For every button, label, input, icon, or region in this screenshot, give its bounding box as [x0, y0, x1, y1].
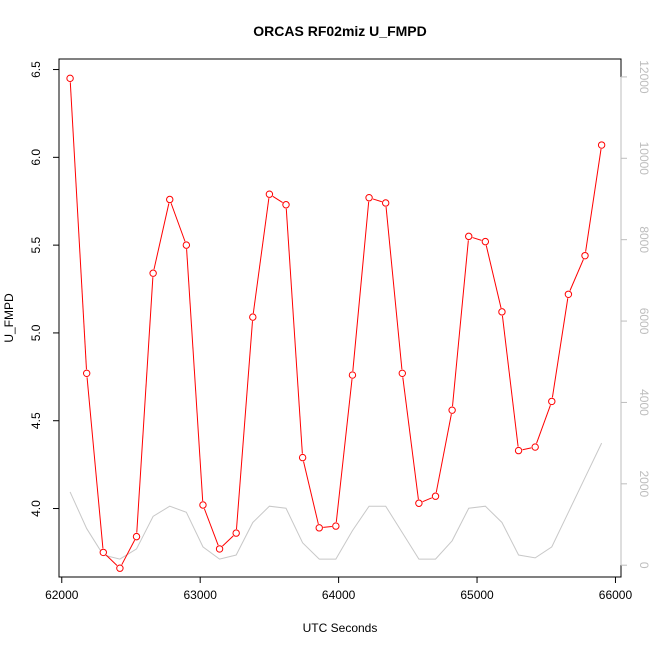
- series-segment: [522, 447, 532, 451]
- series-segment: [121, 539, 136, 565]
- y-tick-label: 5.5: [29, 236, 43, 253]
- data-point: [498, 308, 506, 316]
- x-axis: 62000 63000 64000 65000 66000: [45, 576, 633, 602]
- y-axis-label: U_FMPD: [2, 293, 16, 343]
- data-point: [448, 406, 456, 414]
- series-layer: [66, 74, 606, 572]
- data-point: [116, 564, 124, 572]
- x-tick-label: 62000: [45, 588, 79, 602]
- series-segment: [402, 377, 419, 500]
- data-point: [166, 195, 174, 204]
- data-point: [381, 199, 390, 207]
- series-segment: [501, 315, 519, 447]
- series-line-secondary: [69, 442, 603, 560]
- data-point: [149, 269, 157, 277]
- data-point: [82, 369, 91, 378]
- right-axis: 0 2000 4000 6000 8000 10000 12000: [620, 60, 650, 569]
- y-tick-label: 6.0: [29, 149, 43, 166]
- series-segment: [153, 203, 170, 270]
- x-tick-label: 66000: [599, 588, 633, 602]
- series-segment: [569, 259, 584, 291]
- data-point: [132, 532, 141, 541]
- series-segment: [272, 195, 283, 204]
- series-segment: [585, 148, 602, 252]
- data-point: [282, 201, 290, 209]
- data-point: [514, 446, 523, 455]
- y2-tick-label: 10000: [637, 142, 650, 176]
- plot-frame: [58, 58, 622, 578]
- data-point: [481, 237, 490, 246]
- series-segment: [86, 377, 104, 549]
- series-segment: [170, 203, 186, 242]
- series-segment: [222, 535, 234, 547]
- y-tick-label: 5.0: [29, 324, 43, 341]
- series-segment: [105, 554, 118, 566]
- y2-tick-label: 6000: [637, 308, 650, 335]
- series-segment: [372, 198, 383, 203]
- series-segment: [323, 526, 332, 528]
- y2-tick-label: 2000: [637, 470, 650, 497]
- y2-tick-label: 8000: [637, 226, 650, 253]
- x-axis-label: UTC Seconds: [303, 621, 378, 635]
- series-segment: [69, 82, 87, 370]
- data-point: [298, 453, 307, 462]
- data-point: [548, 397, 556, 406]
- series-segment: [235, 321, 253, 530]
- data-point: [465, 232, 473, 241]
- data-point: [581, 251, 589, 260]
- y2-tick-label: 0: [637, 562, 650, 569]
- x-tick-label: 64000: [322, 588, 356, 602]
- data-point: [415, 499, 423, 507]
- data-point: [332, 522, 340, 530]
- series-segment: [452, 240, 469, 407]
- data-point: [215, 545, 224, 553]
- data-point: [265, 190, 274, 198]
- data-point: [315, 524, 323, 532]
- chart-title: ORCAS RF02miz U_FMPD: [253, 23, 426, 39]
- data-point: [597, 141, 606, 149]
- series-segment: [335, 378, 353, 523]
- data-point: [182, 241, 191, 249]
- series-segment: [485, 245, 502, 309]
- y-tick-label: 4.0: [29, 500, 43, 517]
- series-segment: [252, 198, 270, 314]
- data-point: [199, 501, 207, 509]
- data-point: [249, 313, 257, 321]
- series-segment: [352, 201, 370, 372]
- y2-tick-label: 4000: [637, 389, 650, 416]
- data-point: [365, 194, 373, 202]
- left-axis: 4.0 4.5 5.0 5.5 6.0 6.5: [29, 61, 60, 517]
- data-point: [531, 443, 539, 451]
- y-tick-label: 4.5: [29, 412, 43, 429]
- y2-tick-label: 12000: [637, 60, 650, 94]
- data-point: [431, 492, 440, 500]
- series-segment: [186, 249, 204, 502]
- series-segment: [551, 298, 569, 398]
- data-point: [99, 548, 107, 557]
- series-segment: [385, 206, 403, 370]
- series-segment: [136, 277, 154, 533]
- series-segment: [303, 461, 319, 525]
- series-segment: [285, 208, 303, 454]
- x-tick-label: 63000: [184, 588, 218, 602]
- x-tick-label: 65000: [460, 588, 494, 602]
- data-point: [232, 529, 240, 537]
- series-segment: [422, 497, 433, 503]
- series-segment: [203, 508, 219, 546]
- series-segment: [536, 404, 551, 444]
- data-point: [398, 369, 406, 378]
- data-point: [348, 371, 357, 379]
- data-point: [66, 74, 74, 83]
- series-segment: [472, 237, 482, 241]
- data-point: [564, 290, 573, 298]
- y-tick-label: 6.5: [29, 61, 43, 78]
- series-segment: [435, 414, 452, 493]
